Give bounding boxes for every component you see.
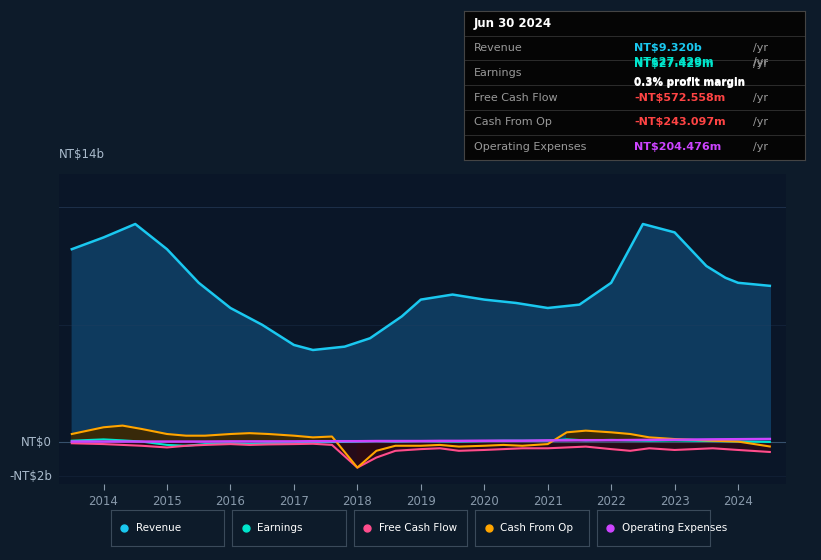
Text: /yr: /yr (754, 59, 768, 69)
Text: Cash From Op: Cash From Op (474, 117, 552, 127)
Text: NT$27.429m: NT$27.429m (635, 59, 713, 69)
Text: Earnings: Earnings (257, 523, 303, 533)
Text: 0.3% profit margin: 0.3% profit margin (635, 77, 745, 87)
Text: NT$9.320b: NT$9.320b (635, 43, 702, 53)
Text: Operating Expenses: Operating Expenses (621, 523, 727, 533)
Text: /yr: /yr (754, 57, 768, 67)
Text: -NT$2b: -NT$2b (9, 469, 52, 483)
Text: Cash From Op: Cash From Op (500, 523, 573, 533)
Text: /yr: /yr (754, 142, 768, 152)
Text: Free Cash Flow: Free Cash Flow (378, 523, 457, 533)
Text: Jun 30 2024: Jun 30 2024 (474, 17, 553, 30)
Text: Free Cash Flow: Free Cash Flow (474, 92, 557, 102)
Text: Revenue: Revenue (135, 523, 181, 533)
Text: /yr: /yr (754, 43, 768, 53)
Text: NT$204.476m: NT$204.476m (635, 142, 722, 152)
Text: Revenue: Revenue (474, 43, 523, 53)
Text: 0.3% profit margin: 0.3% profit margin (635, 78, 745, 87)
Text: NT$0: NT$0 (21, 436, 52, 449)
Text: Operating Expenses: Operating Expenses (474, 142, 586, 152)
Text: NT$14b: NT$14b (59, 148, 105, 161)
Text: Earnings: Earnings (474, 68, 523, 78)
Text: /yr: /yr (754, 117, 768, 127)
Text: -NT$572.558m: -NT$572.558m (635, 92, 726, 102)
Text: -NT$243.097m: -NT$243.097m (635, 117, 726, 127)
Text: /yr: /yr (754, 92, 768, 102)
Text: NT$27.429m: NT$27.429m (635, 57, 713, 67)
